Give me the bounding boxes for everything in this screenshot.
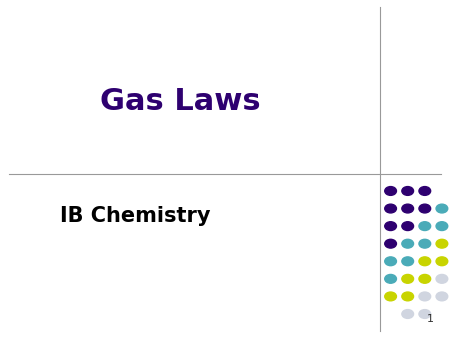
- Circle shape: [402, 310, 414, 318]
- Circle shape: [436, 204, 448, 213]
- Circle shape: [402, 222, 414, 231]
- Circle shape: [402, 257, 414, 266]
- Text: Gas Laws: Gas Laws: [100, 87, 260, 116]
- Text: IB Chemistry: IB Chemistry: [60, 206, 210, 226]
- Circle shape: [385, 257, 396, 266]
- Circle shape: [419, 274, 431, 283]
- Circle shape: [436, 292, 448, 301]
- Circle shape: [419, 292, 431, 301]
- Circle shape: [402, 239, 414, 248]
- Circle shape: [436, 257, 448, 266]
- Circle shape: [419, 204, 431, 213]
- Circle shape: [402, 204, 414, 213]
- Text: 1: 1: [427, 314, 434, 324]
- Circle shape: [402, 187, 414, 195]
- Circle shape: [385, 292, 396, 301]
- Circle shape: [385, 187, 396, 195]
- Circle shape: [436, 239, 448, 248]
- Circle shape: [402, 292, 414, 301]
- Circle shape: [419, 222, 431, 231]
- Circle shape: [385, 222, 396, 231]
- Circle shape: [419, 187, 431, 195]
- Circle shape: [419, 257, 431, 266]
- Circle shape: [419, 239, 431, 248]
- Circle shape: [419, 310, 431, 318]
- Circle shape: [436, 274, 448, 283]
- Circle shape: [402, 274, 414, 283]
- Circle shape: [436, 222, 448, 231]
- Circle shape: [385, 274, 396, 283]
- Circle shape: [385, 239, 396, 248]
- Circle shape: [385, 204, 396, 213]
